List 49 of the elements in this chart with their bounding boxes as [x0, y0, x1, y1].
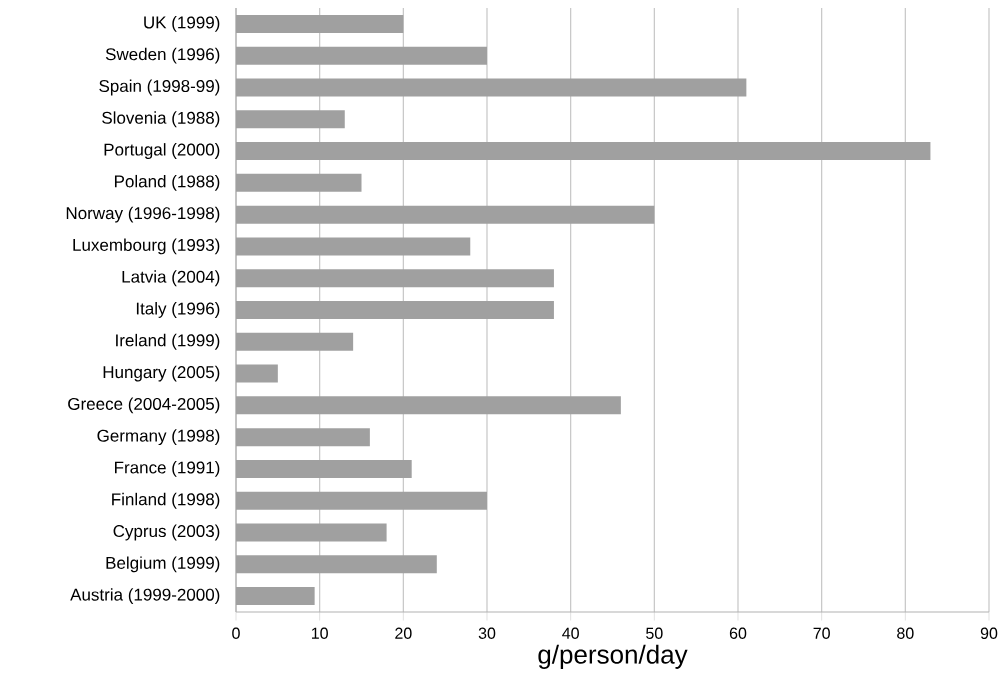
- bar: [236, 301, 554, 320]
- y-tick-label: Hungary (2005): [103, 365, 220, 382]
- y-tick-label: UK (1999): [144, 15, 220, 32]
- y-tick-label: Finland (1998): [112, 492, 220, 509]
- bar: [236, 205, 655, 224]
- bar: [236, 459, 412, 478]
- y-tick-label: Portugal (2000): [104, 143, 220, 159]
- bar: [236, 14, 404, 33]
- bar: [236, 269, 554, 288]
- y-tick-label: Sweden (1996): [105, 47, 220, 64]
- bar: [236, 110, 345, 129]
- bar: [236, 555, 437, 574]
- y-tick-label: Austria (1999-2000): [70, 588, 220, 605]
- y-tick-label: Greece (2004-2005): [68, 397, 220, 414]
- bar: [236, 46, 487, 65]
- y-tick-label: Germany (1998): [97, 429, 220, 446]
- x-tick-label: 90: [980, 627, 998, 639]
- bar: [236, 142, 931, 161]
- x-tick-label: 30: [478, 627, 496, 639]
- y-tick-label: Luxembourg (1993): [73, 238, 220, 255]
- bar: [236, 332, 354, 351]
- y-tick-label: Spain (1998-99): [99, 79, 220, 96]
- bar: [236, 396, 621, 415]
- x-tick-label: 10: [311, 627, 328, 639]
- bar: [236, 237, 471, 256]
- bar: [236, 173, 362, 192]
- bar: [236, 523, 387, 542]
- x-tick-label: 70: [813, 627, 830, 639]
- x-tick-label: 20: [395, 627, 412, 639]
- y-tick-label: Belgium (1999): [106, 556, 220, 573]
- y-tick-label: Slovenia (1988): [102, 111, 220, 128]
- y-tick-label: Poland (1988): [114, 174, 220, 191]
- x-tick-label: 40: [562, 627, 579, 639]
- y-tick-label: Ireland (1999): [116, 333, 220, 350]
- bar: [236, 364, 278, 383]
- bar: [236, 428, 370, 447]
- x-axis-title: g/person/day: [538, 644, 688, 669]
- y-tick-label: Italy (1996): [136, 302, 220, 318]
- x-tick-label: 0: [232, 627, 240, 639]
- x-tick-label: 50: [646, 627, 663, 639]
- bar: [236, 78, 747, 97]
- bar: [236, 587, 315, 606]
- y-tick-label: Latvia (2004): [122, 270, 220, 287]
- y-tick-label: Norway (1996-1998): [66, 206, 220, 223]
- bar: [236, 491, 487, 510]
- x-tick-label: 60: [729, 627, 747, 639]
- x-tick-label: 80: [897, 627, 914, 639]
- y-tick-label: Cyprus (2003): [113, 524, 220, 541]
- y-tick-label: France (1991): [115, 461, 220, 477]
